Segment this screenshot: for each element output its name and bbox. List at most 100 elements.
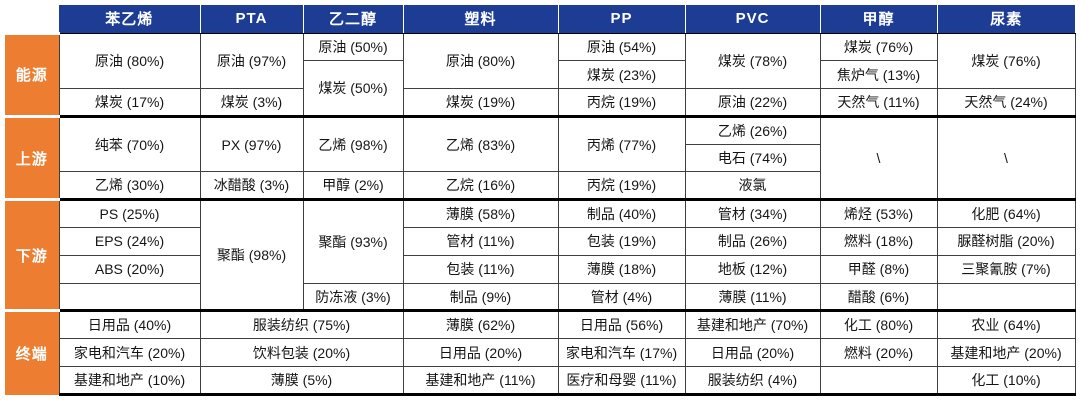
terminal-row-3: 基建和地产 (10%) 薄膜 (5%) 基建和地产 (11%) 医疗和母婴 (1…: [5, 366, 1076, 396]
col-header-pp: PP: [557, 5, 685, 34]
cell-terminal-pvc-1: 日用品 (20%): [684, 338, 821, 368]
col-header-urea: 尿素: [936, 5, 1075, 34]
cell-terminal-styrene-0: 日用品 (40%): [58, 309, 201, 340]
cell-downstream-pvc-1: 制品 (26%): [684, 227, 821, 256]
upstream-row-2: 电石 (74%): [5, 143, 1075, 173]
cell-energy-urea-0: 煤炭 (76%): [936, 32, 1076, 90]
upstream-row-3: 乙烯 (30%) 冰醋酸 (3%) 甲醇 (2%) 乙烷 (16%) 丙烷 (1…: [5, 171, 1075, 201]
cell-downstream-pvc-2: 地板 (12%): [684, 254, 821, 284]
row-group-energy: 能源: [5, 31, 60, 117]
cell-upstream-plastics-1: 乙烷 (16%): [402, 171, 559, 201]
col-header-meg: 乙二醇: [302, 5, 403, 34]
cell-terminal-styrene-2: 基建和地产 (10%): [58, 366, 201, 396]
row-group-downstream: 下游: [5, 198, 60, 311]
col-header-pta: PTA: [199, 5, 303, 34]
cell-terminal-plastics-1: 日用品 (20%): [402, 338, 559, 368]
cell-downstream-styrene-2: ABS (20%): [58, 254, 201, 284]
cell-downstream-pta-0: 聚酯 (98%): [199, 198, 304, 312]
cell-terminal-pta-meg-0: 服装纺织 (75%): [199, 309, 404, 340]
cell-downstream-styrene-0: PS (25%): [58, 198, 201, 229]
cell-energy-methanol-0: 煤炭 (76%): [819, 32, 938, 62]
cell-energy-methanol-2: 天然气 (11%): [819, 88, 938, 117]
cell-terminal-methanol-2-empty: [819, 366, 938, 396]
energy-row-1: 能源 原油 (80%) 原油 (97%) 原油 (50%) 原油 (80%) 原…: [5, 31, 1076, 117]
cell-upstream-meg-0: 乙烯 (98%): [302, 114, 404, 173]
cell-terminal-plastics-2: 基建和地产 (11%): [402, 366, 559, 396]
cell-energy-methanol-1: 焦炉气 (13%): [819, 60, 938, 90]
cell-energy-pvc-0: 煤炭 (78%): [684, 32, 821, 90]
downstream-row-2: EPS (24%) 管材 (11%) 包装 (19%) 制品 (26%) 燃料 …: [5, 227, 1076, 256]
cell-energy-pp-0: 原油 (54%): [557, 32, 686, 62]
cell-energy-pp-1: 煤炭 (23%): [557, 60, 686, 90]
cell-upstream-pvc-1: 电石 (74%): [684, 143, 821, 173]
cell-downstream-urea-0: 化肥 (64%): [936, 198, 1076, 229]
cell-energy-meg-0: 原油 (50%): [302, 32, 404, 62]
cell-downstream-methanol-1: 燃料 (18%): [819, 227, 938, 256]
energy-row-2: 煤炭 (50%) 煤炭 (23%) 焦炉气 (13%): [5, 60, 1075, 117]
cell-terminal-urea-0: 农业 (64%): [936, 309, 1076, 340]
cell-energy-styrene-1: 煤炭 (17%): [58, 88, 201, 117]
cell-downstream-pp-3: 管材 (4%): [557, 282, 686, 312]
col-header-plastics: 塑料: [402, 5, 558, 34]
cell-downstream-styrene-1: EPS (24%): [58, 227, 201, 256]
cell-terminal-pvc-0: 基建和地产 (70%): [684, 309, 821, 340]
col-header-methanol: 甲醇: [819, 5, 937, 34]
cell-terminal-pta-meg-1: 饮料包装 (20%): [199, 338, 404, 368]
cell-terminal-styrene-1: 家电和汽车 (20%): [58, 338, 201, 368]
cell-upstream-pvc-0: 乙烯 (26%): [684, 114, 821, 145]
cell-downstream-urea-2: 三聚氰胺 (7%): [936, 254, 1076, 284]
cell-energy-styrene-0: 原油 (80%): [58, 32, 201, 90]
cell-terminal-pp-2: 医疗和母婴 (11%): [557, 366, 686, 396]
row-group-terminal: 终端: [5, 309, 60, 395]
terminal-row-2: 家电和汽车 (20%) 饮料包装 (20%) 日用品 (20%) 家电和汽车 (…: [5, 338, 1076, 368]
cell-energy-plastics-1: 煤炭 (19%): [402, 88, 559, 117]
cell-downstream-pvc-3: 薄膜 (11%): [684, 282, 821, 312]
cell-energy-meg-1: 煤炭 (50%): [302, 60, 404, 117]
cell-upstream-meg-1: 甲醇 (2%): [302, 171, 404, 201]
cell-energy-pvc-1: 原油 (22%): [684, 88, 821, 117]
cell-downstream-pp-1: 包装 (19%): [557, 227, 686, 256]
cell-downstream-methanol-3: 醋酸 (6%): [819, 282, 938, 312]
col-header-pvc: PVC: [684, 5, 820, 34]
cell-upstream-urea-none: \: [936, 114, 1076, 201]
downstream-row-1: 下游 PS (25%) 聚酯 (98%) 聚酯 (93%) 薄膜 (58%) 制…: [5, 198, 1076, 312]
header-row: 苯乙烯 PTA 乙二醇 塑料 PP PVC 甲醇 尿素: [5, 5, 1075, 34]
cell-downstream-meg-1: 防冻液 (3%): [302, 282, 404, 312]
cell-energy-pp-2: 丙烷 (19%): [557, 88, 686, 117]
cell-downstream-plastics-0: 薄膜 (58%): [402, 198, 559, 229]
cell-terminal-plastics-0: 薄膜 (62%): [402, 309, 559, 340]
downstream-row-3: ABS (20%) 包装 (11%) 薄膜 (18%) 地板 (12%) 甲醛 …: [5, 254, 1076, 284]
cell-upstream-plastics-0: 乙烯 (83%): [402, 114, 559, 173]
cell-downstream-pvc-0: 管材 (34%): [684, 198, 821, 229]
cell-energy-pta-1: 煤炭 (3%): [199, 88, 304, 117]
cell-upstream-pp-0: 丙烯 (77%): [557, 114, 686, 173]
cell-terminal-methanol-0: 化工 (80%): [819, 309, 938, 340]
cell-upstream-methanol-none: \: [819, 114, 938, 201]
cell-upstream-styrene-1: 乙烯 (30%): [58, 171, 201, 201]
cell-terminal-pta-meg-2: 薄膜 (5%): [199, 366, 404, 396]
cell-upstream-pvc-2: 液氯: [684, 171, 821, 201]
cell-downstream-meg-0: 聚酯 (93%): [302, 198, 404, 284]
cell-terminal-urea-2: 化工 (10%): [936, 366, 1076, 396]
cell-terminal-pvc-2: 服装纺织 (4%): [684, 366, 821, 396]
cell-downstream-urea-1: 脲醛树脂 (20%): [936, 227, 1076, 256]
cell-terminal-pp-0: 日用品 (56%): [557, 309, 686, 340]
industry-chain-table: 苯乙烯 PTA 乙二醇 塑料 PP PVC 甲醇 尿素 能源 原油 (80%) …: [5, 5, 1076, 396]
cell-upstream-styrene-0: 纯苯 (70%): [58, 114, 201, 173]
cell-energy-pta-0: 原油 (97%): [199, 32, 304, 90]
cell-downstream-pp-2: 薄膜 (18%): [557, 254, 686, 284]
cell-energy-plastics-0: 原油 (80%): [402, 32, 559, 90]
cell-downstream-plastics-1: 管材 (11%): [402, 227, 559, 256]
upstream-row-1: 上游 纯苯 (70%) PX (97%) 乙烯 (98%) 乙烯 (83%) 丙…: [5, 114, 1076, 201]
cell-energy-urea-1: 天然气 (24%): [936, 88, 1076, 117]
col-header-styrene: 苯乙烯: [59, 5, 200, 34]
cell-upstream-pta-0: PX (97%): [199, 114, 304, 173]
cell-terminal-methanol-1: 燃料 (20%): [819, 338, 938, 368]
corner-cell: [5, 5, 59, 33]
cell-terminal-urea-1: 基建和地产 (20%): [936, 338, 1076, 368]
terminal-row-1: 终端 日用品 (40%) 服装纺织 (75%) 薄膜 (62%) 日用品 (56…: [5, 309, 1076, 395]
downstream-row-4: 防冻液 (3%) 制品 (9%) 管材 (4%) 薄膜 (11%) 醋酸 (6%…: [5, 282, 1076, 312]
cell-downstream-plastics-3: 制品 (9%): [402, 282, 559, 312]
cell-downstream-urea-3-empty: [936, 282, 1076, 312]
